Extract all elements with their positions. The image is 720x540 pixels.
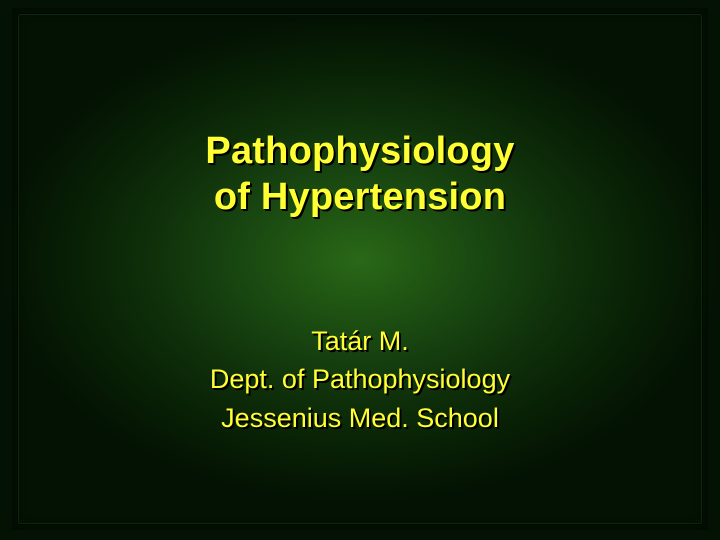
slide-frame	[18, 14, 702, 524]
author-block: Tatár M. Dept. of Pathophysiology Jessen…	[0, 322, 720, 437]
author-dept: Dept. of Pathophysiology	[0, 360, 720, 398]
title-line-1: Pathophysiology	[0, 128, 720, 174]
author-school: Jessenius Med. School	[0, 399, 720, 437]
title-line-2: of Hypertension	[0, 174, 720, 220]
slide: Pathophysiology of Hypertension Tatár M.…	[0, 0, 720, 540]
author-name: Tatár M.	[0, 322, 720, 360]
title-block: Pathophysiology of Hypertension	[0, 128, 720, 221]
